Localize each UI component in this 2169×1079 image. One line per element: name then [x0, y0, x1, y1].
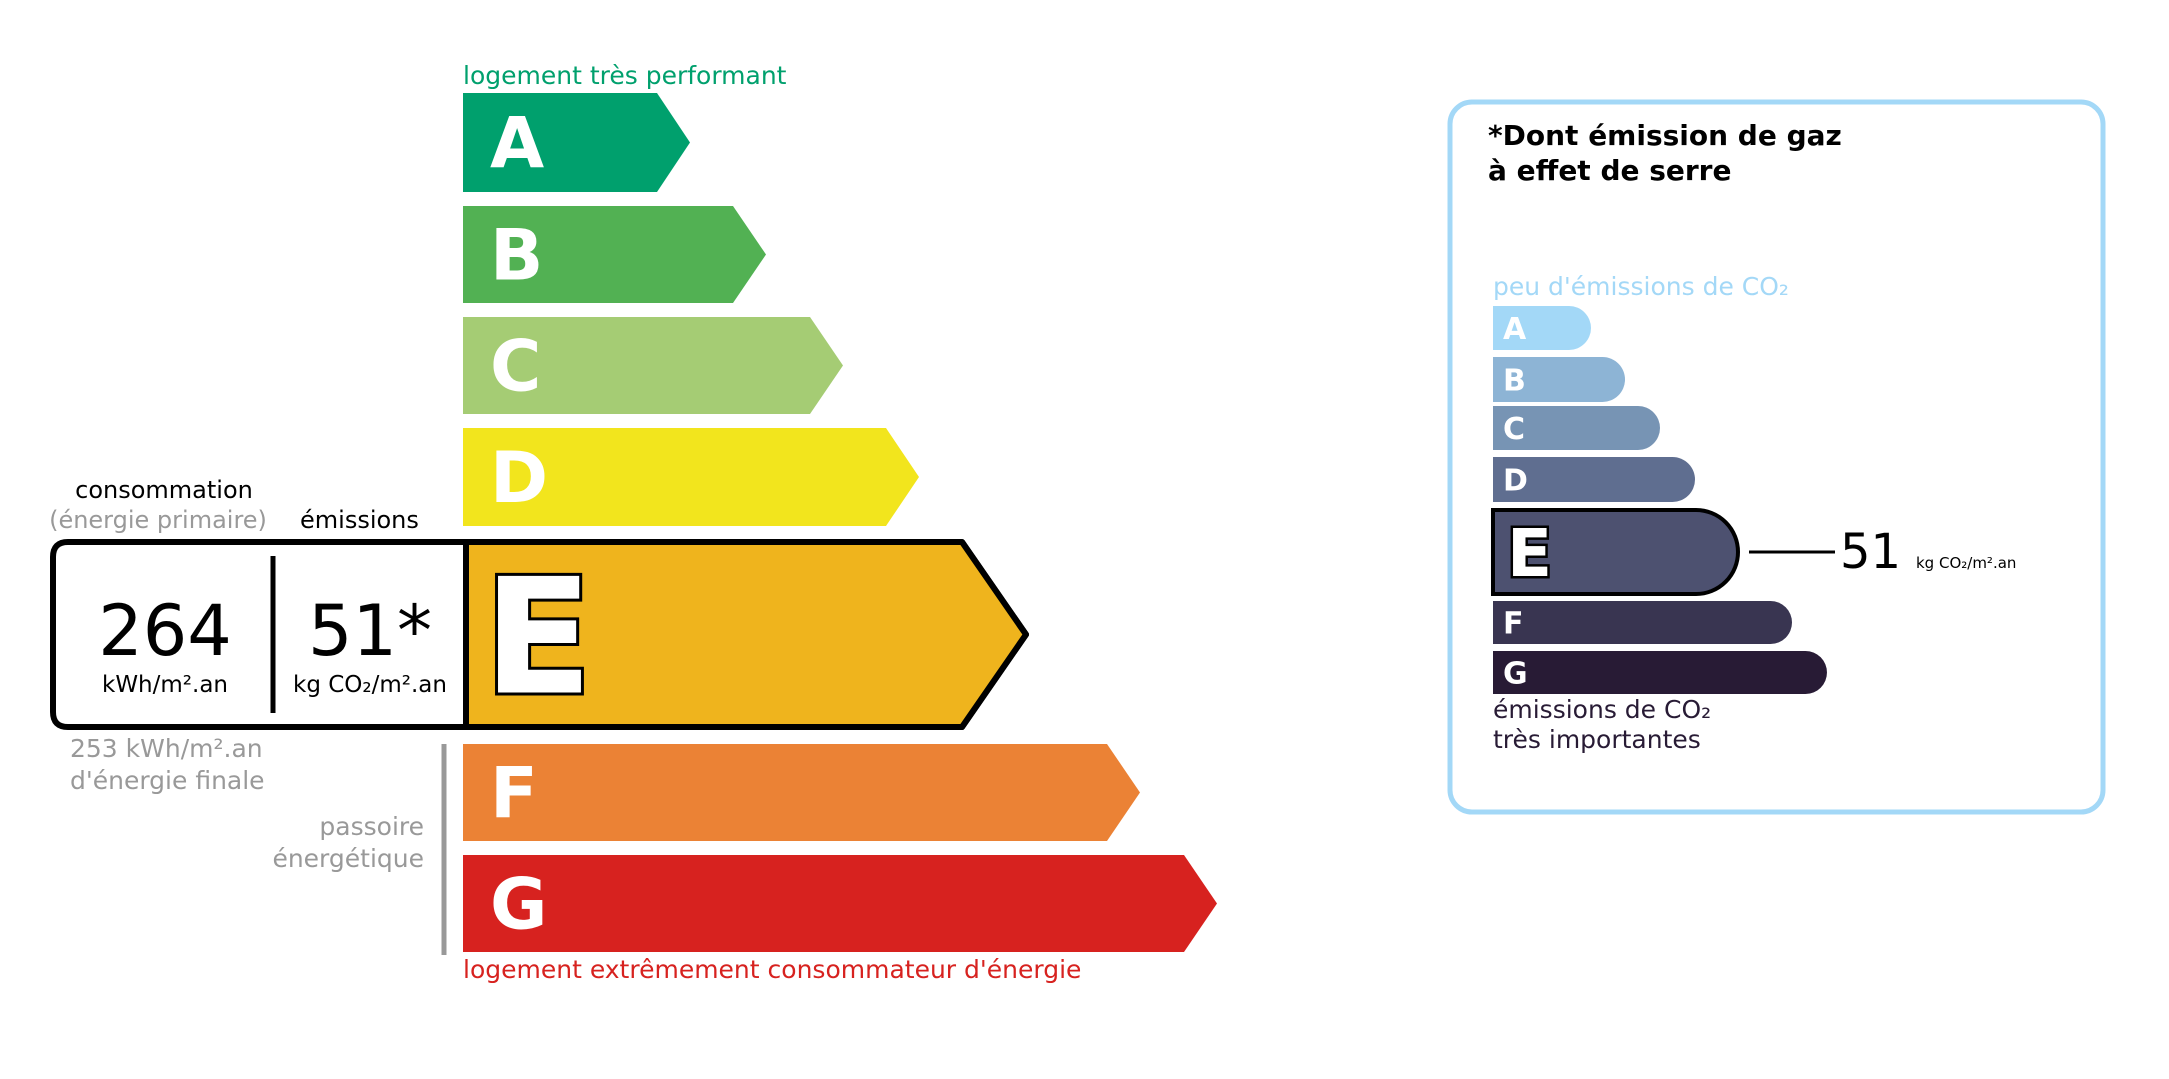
ges-unit: kg CO₂/m².an — [1916, 554, 2017, 572]
final-energy-label: d'énergie finale — [70, 766, 265, 795]
energy-top-label: logement très performant — [463, 61, 787, 90]
emissions-value: 51* — [307, 590, 433, 672]
energy-bar-g — [463, 855, 1217, 952]
energy-bar-f — [463, 744, 1140, 841]
ges-letter-f: F — [1503, 607, 1524, 642]
ges-bar-b — [1493, 357, 1625, 402]
energy-bar-a — [463, 93, 690, 192]
energy-letter-b: B — [490, 215, 543, 297]
ges-bar-c — [1493, 406, 1660, 450]
consumption-value: 264 — [98, 590, 232, 672]
energy-bar-b — [463, 206, 766, 303]
energy-letter-c: C — [490, 326, 541, 408]
ges-letter-a: A — [1503, 312, 1527, 347]
ges-bar-a — [1493, 306, 1591, 350]
ges-bottom-label-line2: très importantes — [1493, 725, 1701, 754]
consumption-sublabel: (énergie primaire) — [49, 506, 267, 534]
passoire-sublabel: énergétique — [272, 844, 424, 873]
energy-letter-d: D — [490, 437, 548, 519]
energy-bar-d — [463, 428, 919, 526]
passoire-label: passoire — [319, 812, 424, 841]
ges-letter-b: B — [1503, 364, 1526, 399]
final-energy-value: 253 kWh/m².an — [70, 734, 263, 763]
ges-bar-e — [1491, 508, 1740, 596]
ges-value: 51 — [1840, 524, 1902, 580]
ges-title-line2: à effet de serre — [1488, 154, 1732, 187]
energy-letter-f: F — [490, 753, 538, 835]
energy-bar-c — [463, 317, 843, 414]
energy-bottom-label: logement extrêmement consommateur d'éner… — [463, 955, 1082, 984]
ges-bar-g — [1493, 651, 1827, 694]
ges-bottom-label-line1: émissions de CO₂ — [1493, 695, 1712, 724]
ges-letter-c: C — [1503, 412, 1525, 447]
energy-letter-a: A — [490, 103, 544, 185]
energy-bar-e — [463, 539, 1029, 730]
ges-letter-e: E — [1507, 515, 1552, 592]
ges-title-line1: *Dont émission de gaz — [1488, 119, 1842, 152]
energy-letter-g: G — [490, 864, 547, 946]
consumption-label: consommation — [75, 476, 253, 504]
ges-top-label: peu d'émissions de CO₂ — [1493, 272, 1789, 301]
ges-bar-f — [1493, 601, 1792, 644]
consumption-unit: kWh/m².an — [102, 672, 228, 698]
ges-letter-g: G — [1503, 657, 1528, 692]
emissions-label: émissions — [300, 506, 419, 534]
ges-bar-d — [1493, 457, 1695, 502]
ges-letter-d: D — [1503, 464, 1528, 499]
emissions-unit: kg CO₂/m².an — [293, 672, 447, 698]
energy-letter-e: E — [483, 544, 592, 731]
